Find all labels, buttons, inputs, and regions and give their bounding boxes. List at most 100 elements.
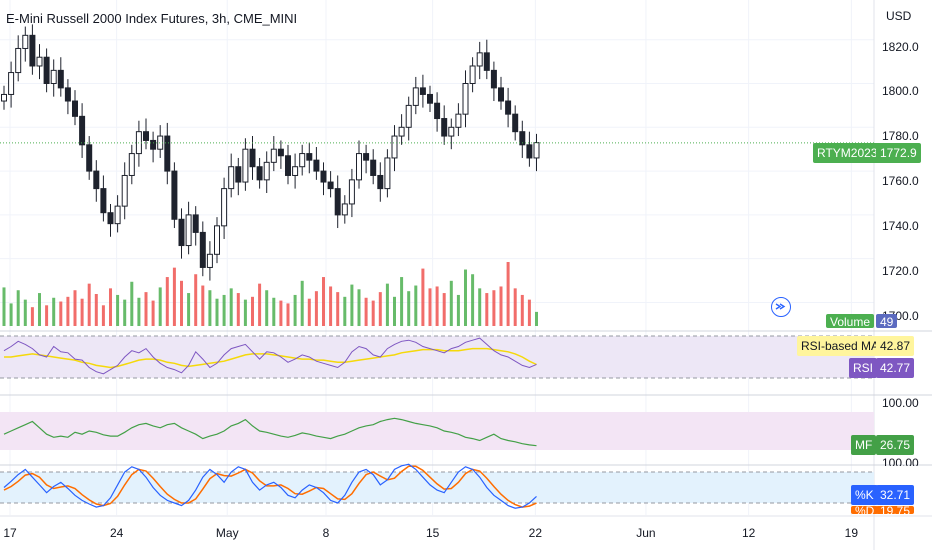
volume-bar [101,305,105,326]
candle [462,83,469,115]
rsi-tag: RSI [849,358,878,378]
k-tag: %K [851,485,878,505]
mf-band [0,412,874,450]
volume-bar [293,294,297,326]
candle [150,139,157,150]
volume-bar [73,290,77,326]
candle [299,153,306,168]
d-value-tag: 19.75 [876,506,915,514]
volume-bar [485,293,489,326]
candle [313,159,320,172]
volume-bar [87,283,91,326]
candle [249,148,256,168]
volume-bar [492,290,496,326]
candle [43,56,50,85]
volume-bar [222,294,226,326]
candle [15,47,22,74]
volume-bar [471,274,475,326]
candle [164,135,171,172]
volume-bar [499,286,503,326]
candle [476,52,483,67]
candle [36,56,43,67]
volume-bar [350,284,354,326]
candle [199,231,206,268]
volume-bar [407,291,411,326]
volume-bar [464,269,467,326]
candle [533,142,540,159]
candle [526,144,533,159]
volume-bar [456,294,460,326]
volume-bar [251,296,254,326]
mf-tag: MF [851,435,877,455]
candle [22,34,29,49]
candle [107,212,114,225]
volume-bar [66,296,70,326]
volume-bar [52,297,56,326]
time-tick: 22 [528,526,543,540]
volume-bar [385,283,389,326]
candle [185,214,192,247]
time-tick: 24 [109,526,124,540]
candle [320,170,327,183]
volume-bar [400,277,404,326]
price-tick: 1720.0 [882,264,919,278]
candle [419,87,426,95]
candle [214,225,220,255]
price-tick: 1820.0 [882,40,919,54]
candle [277,148,284,157]
stoch-k-line [3,463,537,509]
volume-bar [364,297,368,326]
candle [384,157,391,190]
candle [412,87,419,106]
time-tick: 19 [844,526,859,540]
volume-bar [279,300,283,326]
candle [398,126,405,137]
k-value-tag: 32.71 [876,485,915,505]
volume-bar [343,296,347,326]
volume-bar [16,290,20,326]
volume-bar [165,277,169,326]
time-tick: 12 [741,526,756,540]
candle [50,69,57,85]
time-tick: 8 [322,526,330,540]
rsi-line [3,337,537,375]
volume-bar [243,299,247,326]
time-tick: 17 [3,526,17,540]
volume-bar [329,286,333,326]
candle [86,144,93,172]
volume-bar [265,290,269,326]
volume-bar [322,277,325,326]
volume-bar [30,307,34,326]
volume-bar [215,298,219,326]
volume-bar [180,280,183,326]
price-tick: 1800.0 [882,84,919,98]
volume-bar [527,299,531,326]
candle [469,65,476,85]
volume-bar [158,287,162,326]
volume-bar [435,286,439,326]
candle [370,159,377,176]
volume-bar [194,274,198,326]
time-tick: 15 [425,526,440,540]
price-tick: 1780.0 [882,129,919,143]
candle [128,153,135,176]
candle [221,188,228,227]
candle [505,100,512,115]
go-to-realtime-icon[interactable] [771,297,791,317]
mf-line [3,417,537,447]
candle [519,131,526,146]
rsi-ma-tag: RSI-based MA [797,336,884,356]
candle [192,214,199,233]
candle [57,69,64,89]
candle [285,155,291,176]
volume-bar [307,298,311,326]
candle [512,113,519,133]
volume-bar [59,301,63,326]
candle [263,161,270,181]
volume-bar [208,290,212,326]
candle [8,72,15,95]
volume-bar [187,293,191,326]
volume-bar [414,285,418,326]
